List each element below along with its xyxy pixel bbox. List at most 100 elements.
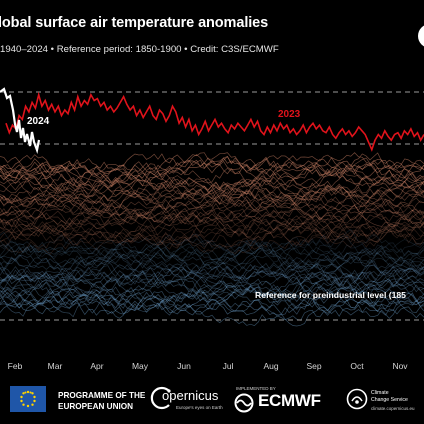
historical-year-line	[0, 195, 424, 227]
month-tick-label: Jun	[177, 361, 191, 371]
historical-year-line	[0, 271, 424, 298]
c3s-line-1: Climate	[371, 390, 389, 396]
month-tick-label: Sep	[306, 361, 321, 371]
historical-year-line	[0, 152, 424, 180]
reference-lines	[0, 91, 424, 321]
historical-year-line	[0, 274, 424, 302]
historical-year-line	[0, 175, 424, 205]
eu-line-2: EUROPEAN UNION	[58, 402, 134, 411]
series-2024-label: 2024	[27, 116, 50, 127]
series-2023-line	[5, 91, 424, 152]
historical-year-line	[0, 167, 424, 198]
historical-year-line	[0, 169, 424, 198]
month-tick-label: Jul	[223, 361, 234, 371]
historical-year-line	[0, 299, 424, 327]
historical-year-line	[0, 205, 424, 233]
historical-year-line	[0, 213, 424, 240]
historical-year-line	[0, 178, 424, 207]
copernicus-tagline: Europe's eyes on Earth	[176, 405, 223, 410]
historical-year-line	[0, 170, 424, 200]
historical-year-line	[0, 292, 424, 327]
historical-year-line	[0, 286, 424, 318]
c3s-text: Climate Change Service	[371, 390, 408, 403]
historical-year-line	[0, 250, 424, 280]
historical-year-line	[0, 152, 424, 181]
month-tick-label: Mar	[48, 361, 63, 371]
historical-year-line	[0, 248, 424, 272]
ecmwf-implemented-by: IMPLEMENTED BY	[236, 386, 276, 391]
copernicus-wordmark: opernicus	[162, 388, 219, 403]
historical-year-line	[0, 177, 424, 209]
historical-year-line	[0, 287, 424, 317]
highlight-lines	[0, 87, 424, 154]
historical-year-line	[0, 189, 424, 215]
historical-year-line	[0, 241, 424, 278]
historical-year-line	[0, 263, 424, 294]
historical-year-line	[0, 284, 424, 311]
historical-year-line	[0, 183, 424, 208]
historical-year-line	[0, 197, 424, 227]
historical-year-line	[0, 167, 424, 195]
historical-year-line	[0, 255, 424, 282]
historical-year-line	[0, 263, 424, 284]
eu-line-1: PROGRAMME OF THE	[58, 391, 146, 400]
historical-year-line	[0, 213, 424, 246]
historical-year-line	[0, 177, 424, 204]
historical-year-line	[0, 157, 424, 195]
historical-year-line	[0, 292, 424, 319]
historical-year-line	[0, 284, 424, 316]
historical-year-line	[0, 205, 424, 236]
series-2023-label: 2023	[278, 109, 301, 120]
historical-year-line	[0, 231, 424, 263]
month-tick-label: Nov	[392, 361, 408, 371]
historical-year-line	[0, 271, 424, 298]
ecmwf-wordmark: ECMWF	[258, 391, 321, 410]
historical-year-line	[0, 215, 424, 241]
copernicus-logo-icon	[150, 386, 171, 410]
historical-year-line	[0, 244, 424, 271]
chart-title: lobal surface air temperature anomalies	[0, 15, 269, 31]
c3s-corner-logo-icon	[418, 24, 424, 48]
historical-year-line	[0, 158, 424, 179]
preindustrial-reference-label: Reference for preindustrial level (185	[255, 290, 406, 300]
historical-year-line	[0, 266, 424, 299]
footer	[0, 378, 424, 424]
month-tick-label: May	[132, 361, 149, 371]
historical-year-line	[0, 228, 424, 253]
historical-year-line	[0, 265, 424, 291]
historical-year-line	[0, 233, 424, 263]
historical-year-line	[0, 261, 424, 287]
month-tick-label: Aug	[263, 361, 278, 371]
historical-year-line	[0, 285, 424, 313]
c3s-logo-icon	[346, 388, 368, 410]
historical-year-line	[0, 188, 424, 214]
historical-year-line	[0, 242, 424, 268]
month-tick-label: Oct	[350, 361, 364, 371]
c3s-line-2: Change Service	[371, 396, 408, 403]
cool-year-lines	[0, 229, 424, 327]
historical-year-line	[0, 255, 424, 285]
historical-year-line	[0, 229, 424, 259]
historical-year-line	[0, 240, 424, 269]
historical-year-line	[0, 199, 424, 225]
historical-year-line	[0, 156, 424, 187]
historical-year-line	[0, 241, 424, 264]
historical-year-line	[0, 276, 424, 308]
temperature-anomaly-chart: 2023 2024 Reference for preindustrial leve…	[0, 87, 424, 371]
warm-year-lines	[0, 152, 424, 255]
historical-year-line	[0, 191, 424, 220]
historical-year-line	[0, 222, 424, 249]
month-tick-label: Apr	[90, 361, 103, 371]
historical-year-line	[0, 222, 424, 247]
series-2024-line	[0, 87, 41, 154]
month-tick-label: Feb	[8, 361, 23, 371]
chart-labels: 2023 2024 Reference for preindustrial leve…	[8, 109, 409, 371]
historical-year-line	[0, 224, 424, 250]
chart-subtitle: 1940–2024 • Reference period: 1850-1900 …	[0, 44, 279, 55]
historical-year-line	[0, 194, 424, 227]
historical-year-line	[0, 209, 424, 233]
historical-year-line	[0, 273, 424, 299]
historical-year-line	[0, 274, 424, 309]
historical-year-line	[0, 220, 424, 243]
historical-year-line	[0, 163, 424, 189]
